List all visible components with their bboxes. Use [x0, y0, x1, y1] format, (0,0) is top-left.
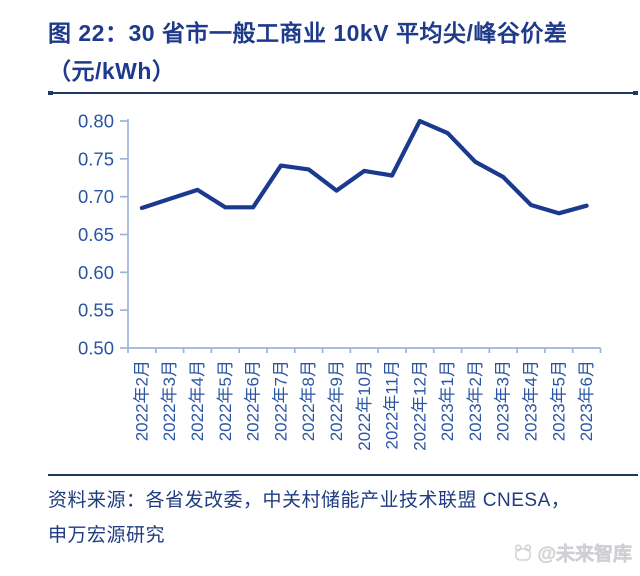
- y-axis-tick-label: 0.65: [78, 224, 114, 245]
- x-axis-tick-label: 2022年9月: [327, 360, 346, 441]
- x-axis-tick-label: 2023年6月: [577, 360, 596, 441]
- chart: 0.80 0.75 0.70 0.65 0.60 0.55 0.50 2022年2月 2022年…: [78, 111, 602, 451]
- axes: [120, 119, 602, 353]
- y-axis-tick-label: 0.70: [78, 186, 114, 207]
- title-divider: [48, 91, 638, 95]
- source-note-line2: 申万宏源研究: [48, 525, 166, 546]
- figure-title-line1: 图 22：30 省市一般工商业 10kV 平均尖/峰谷价差: [48, 20, 568, 46]
- x-axis-tick-label: 2022年4月: [188, 360, 207, 441]
- x-axis-tick-label: 2022年10月: [355, 360, 374, 451]
- figure-title: 图 22：30 省市一般工商业 10kV 平均尖/峰谷价差 （元/kWh）: [48, 14, 634, 90]
- footer-divider: [48, 474, 638, 476]
- y-axis-tick-label: 0.80: [78, 111, 114, 132]
- x-axis-tick-label: 2023年1月: [438, 360, 457, 441]
- x-axis-tick-label: 2022年2月: [132, 360, 151, 441]
- x-axis-tick-label: 2022年8月: [299, 360, 318, 441]
- y-axis-tick-label: 0.50: [78, 338, 114, 359]
- watermark-logo-icon: [513, 543, 533, 563]
- x-axis-tick-label: 2023年2月: [466, 360, 485, 441]
- chart-area: 0.80 0.75 0.70 0.65 0.60 0.55 0.50 2022年2月 2022年…: [0, 100, 640, 470]
- figure-title-line2: （元/kWh）: [48, 58, 176, 84]
- y-axis-tick-label: 0.60: [78, 262, 114, 283]
- source-note: 资料来源：各省发改委，中关村储能产业技术联盟 CNESA， 申万宏源研究: [48, 483, 628, 553]
- x-axis-tick-label: 2023年5月: [549, 360, 568, 441]
- y-axis-tick-label: 0.75: [78, 148, 114, 169]
- x-axis-tick-label: 2022年5月: [216, 360, 235, 441]
- watermark-text: @未来智库: [537, 544, 632, 566]
- series-line: [139, 118, 589, 216]
- y-axis-tick-label: 0.55: [78, 300, 114, 321]
- x-axis-tick-label: 2023年4月: [522, 360, 541, 441]
- x-axis-tick-label: 2022年6月: [244, 360, 263, 441]
- watermark: @未来智库: [513, 539, 632, 566]
- x-axis-tick-label: 2022年12月: [410, 360, 429, 451]
- x-axis-tick-label: 2022年7月: [271, 360, 290, 441]
- x-axis-tick-label: 2022年3月: [160, 360, 179, 441]
- x-axis-tick-label: 2022年11月: [383, 360, 402, 449]
- source-note-line1: 资料来源：各省发改委，中关村储能产业技术联盟 CNESA，: [48, 490, 571, 511]
- x-axis-tick-label: 2023年3月: [494, 360, 513, 441]
